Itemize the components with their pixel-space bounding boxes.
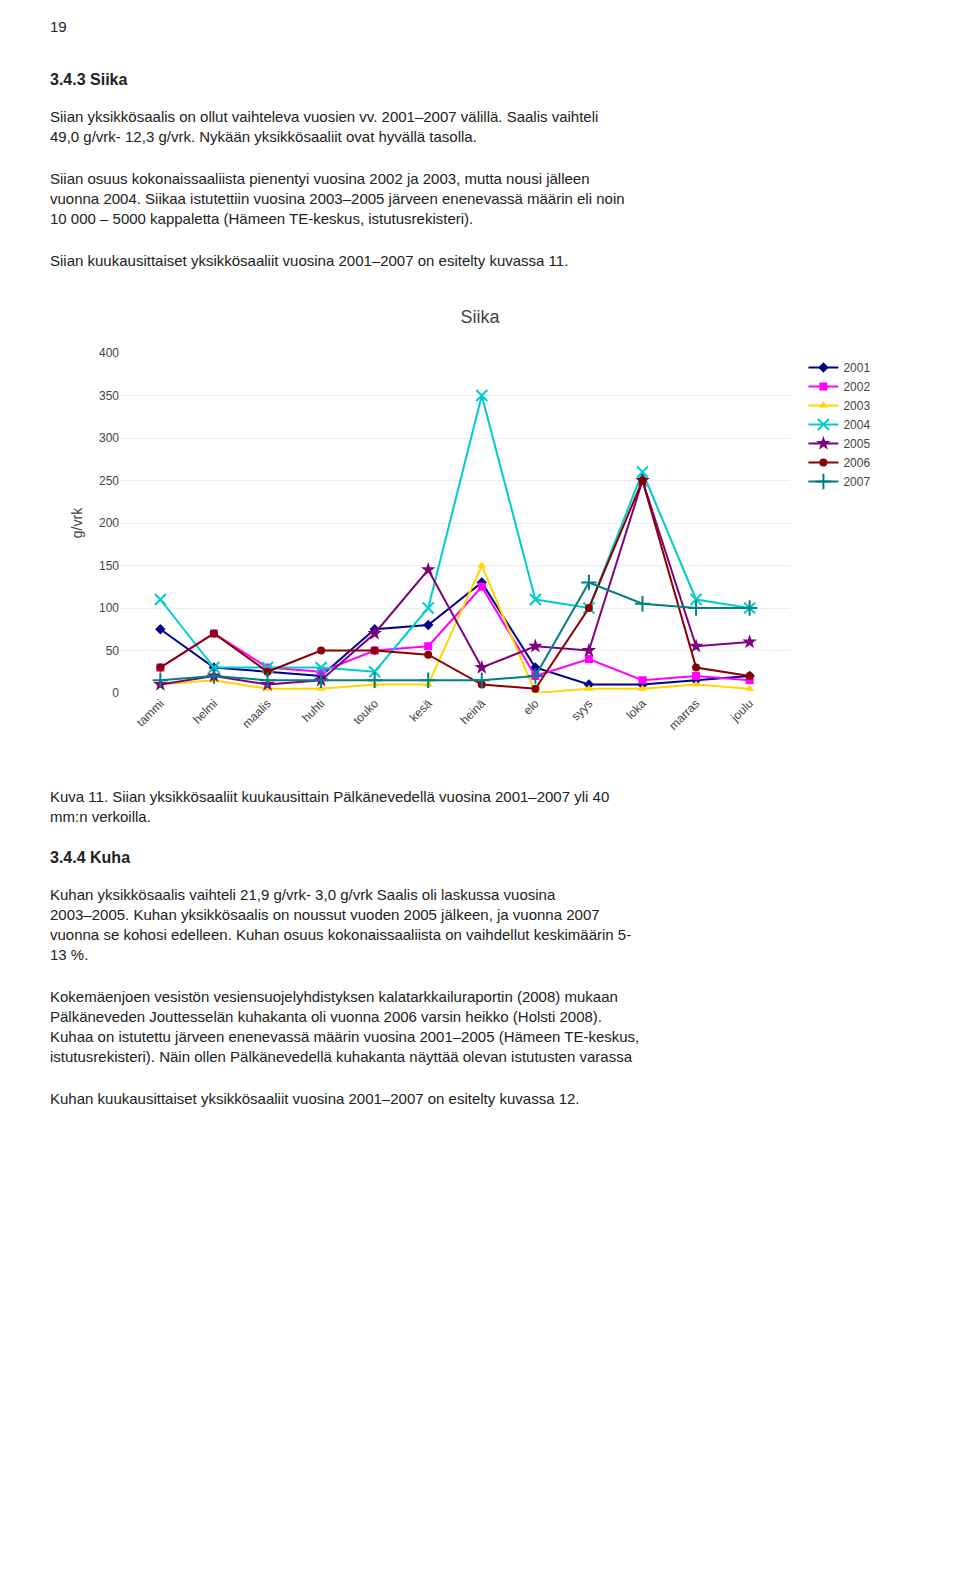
html-text:vuonna 2004. Siikaa istutettii: vuonna 2004. Siikaa istutettiin vuosina …: [50, 190, 625, 207]
svg-text:2006: 2006: [843, 456, 870, 470]
svg-text:50: 50: [106, 644, 120, 658]
svg-text:kesä: kesä: [407, 696, 435, 724]
html-text:Siian kuukausittaiset yksikkös: Siian kuukausittaiset yksikkösaaliit vuo…: [50, 252, 569, 269]
svg-text:heinä: heinä: [457, 696, 488, 727]
svg-text:g/vrk: g/vrk: [69, 507, 85, 538]
svg-text:100: 100: [99, 601, 119, 615]
svg-text:0: 0: [112, 686, 119, 700]
svg-text:2001: 2001: [843, 361, 870, 375]
svg-text:2003: 2003: [843, 399, 870, 413]
html-text:19: 19: [50, 18, 67, 35]
svg-text:touko: touko: [350, 696, 381, 727]
html-text:49,0 g/vrk- 12,3 g/vrk. Nykään: 49,0 g/vrk- 12,3 g/vrk. Nykään yksikkösa…: [50, 128, 477, 145]
html-text:13 %.: 13 %.: [50, 946, 89, 963]
svg-text:150: 150: [99, 559, 119, 573]
html-text:10 000 – 5000 kappaletta (Häme: 10 000 – 5000 kappaletta (Hämeen TE-kesk…: [50, 210, 474, 227]
svg-text:tammi: tammi: [134, 696, 167, 729]
html-text:Siian osuus kokonaissaaliista: Siian osuus kokonaissaaliista pienentyi …: [50, 170, 590, 187]
html-text:Kuhan kuukausittaiset yksikkös: Kuhan kuukausittaiset yksikkösaaliit vuo…: [50, 1090, 580, 1107]
svg-text:2005: 2005: [843, 437, 870, 451]
svg-text:elo: elo: [520, 696, 541, 717]
html-text:Siian yksikkösaalis on ollut v: Siian yksikkösaalis on ollut vaihteleva …: [50, 108, 599, 125]
svg-text:syys: syys: [568, 696, 595, 723]
html-text:3.4.3 Siika: 3.4.3 Siika: [50, 71, 128, 88]
svg-text:loka: loka: [623, 696, 649, 722]
svg-text:joulu: joulu: [727, 696, 756, 725]
html-text:vuonna se kohosi edelleen. Kuh: vuonna se kohosi edelleen. Kuhan osuus k…: [50, 926, 632, 943]
svg-text:maalis: maalis: [239, 696, 273, 730]
html-text:Kuhan yksikkösaalis vaihteli 2: Kuhan yksikkösaalis vaihteli 21,9 g/vrk-…: [50, 886, 556, 903]
html-text:Kokemäenjoen vesistön vesiensu: Kokemäenjoen vesistön vesiensuojelyhdist…: [50, 988, 618, 1005]
svg-text:200: 200: [99, 516, 119, 530]
svg-text:2002: 2002: [843, 380, 870, 394]
html-text:mm:n verkoilla.: mm:n verkoilla.: [50, 808, 151, 825]
html-text:2003–2005. Kuhan yksikkösaalis: 2003–2005. Kuhan yksikkösaalis on noussu…: [50, 906, 600, 923]
html-text:3.4.4 Kuha: 3.4.4 Kuha: [50, 849, 130, 866]
svg-text:2007: 2007: [843, 475, 870, 489]
svg-text:helmi: helmi: [190, 696, 220, 726]
svg-text:400: 400: [99, 346, 119, 360]
svg-text:350: 350: [99, 389, 119, 403]
html-text:Kuva 11. Siian yksikkösaaliit: Kuva 11. Siian yksikkösaaliit kuukausitt…: [50, 788, 610, 805]
html-text:istutusrekisteri). Näin ollen: istutusrekisteri). Näin ollen Pälkäneved…: [50, 1048, 632, 1065]
svg-text:huhti: huhti: [299, 696, 327, 724]
svg-text:2004: 2004: [843, 418, 870, 432]
svg-text:Siika: Siika: [460, 307, 500, 327]
svg-text:250: 250: [99, 474, 119, 488]
html-text:Kuhaa on istutettu järveen ene: Kuhaa on istutettu järveen enenevassä mä…: [50, 1028, 640, 1045]
svg-text:marras: marras: [666, 696, 702, 732]
html-text:Pälkäneveden Jouttesselän kuha: Pälkäneveden Jouttesselän kuhakanta oli …: [50, 1008, 602, 1025]
svg-text:300: 300: [99, 431, 119, 445]
